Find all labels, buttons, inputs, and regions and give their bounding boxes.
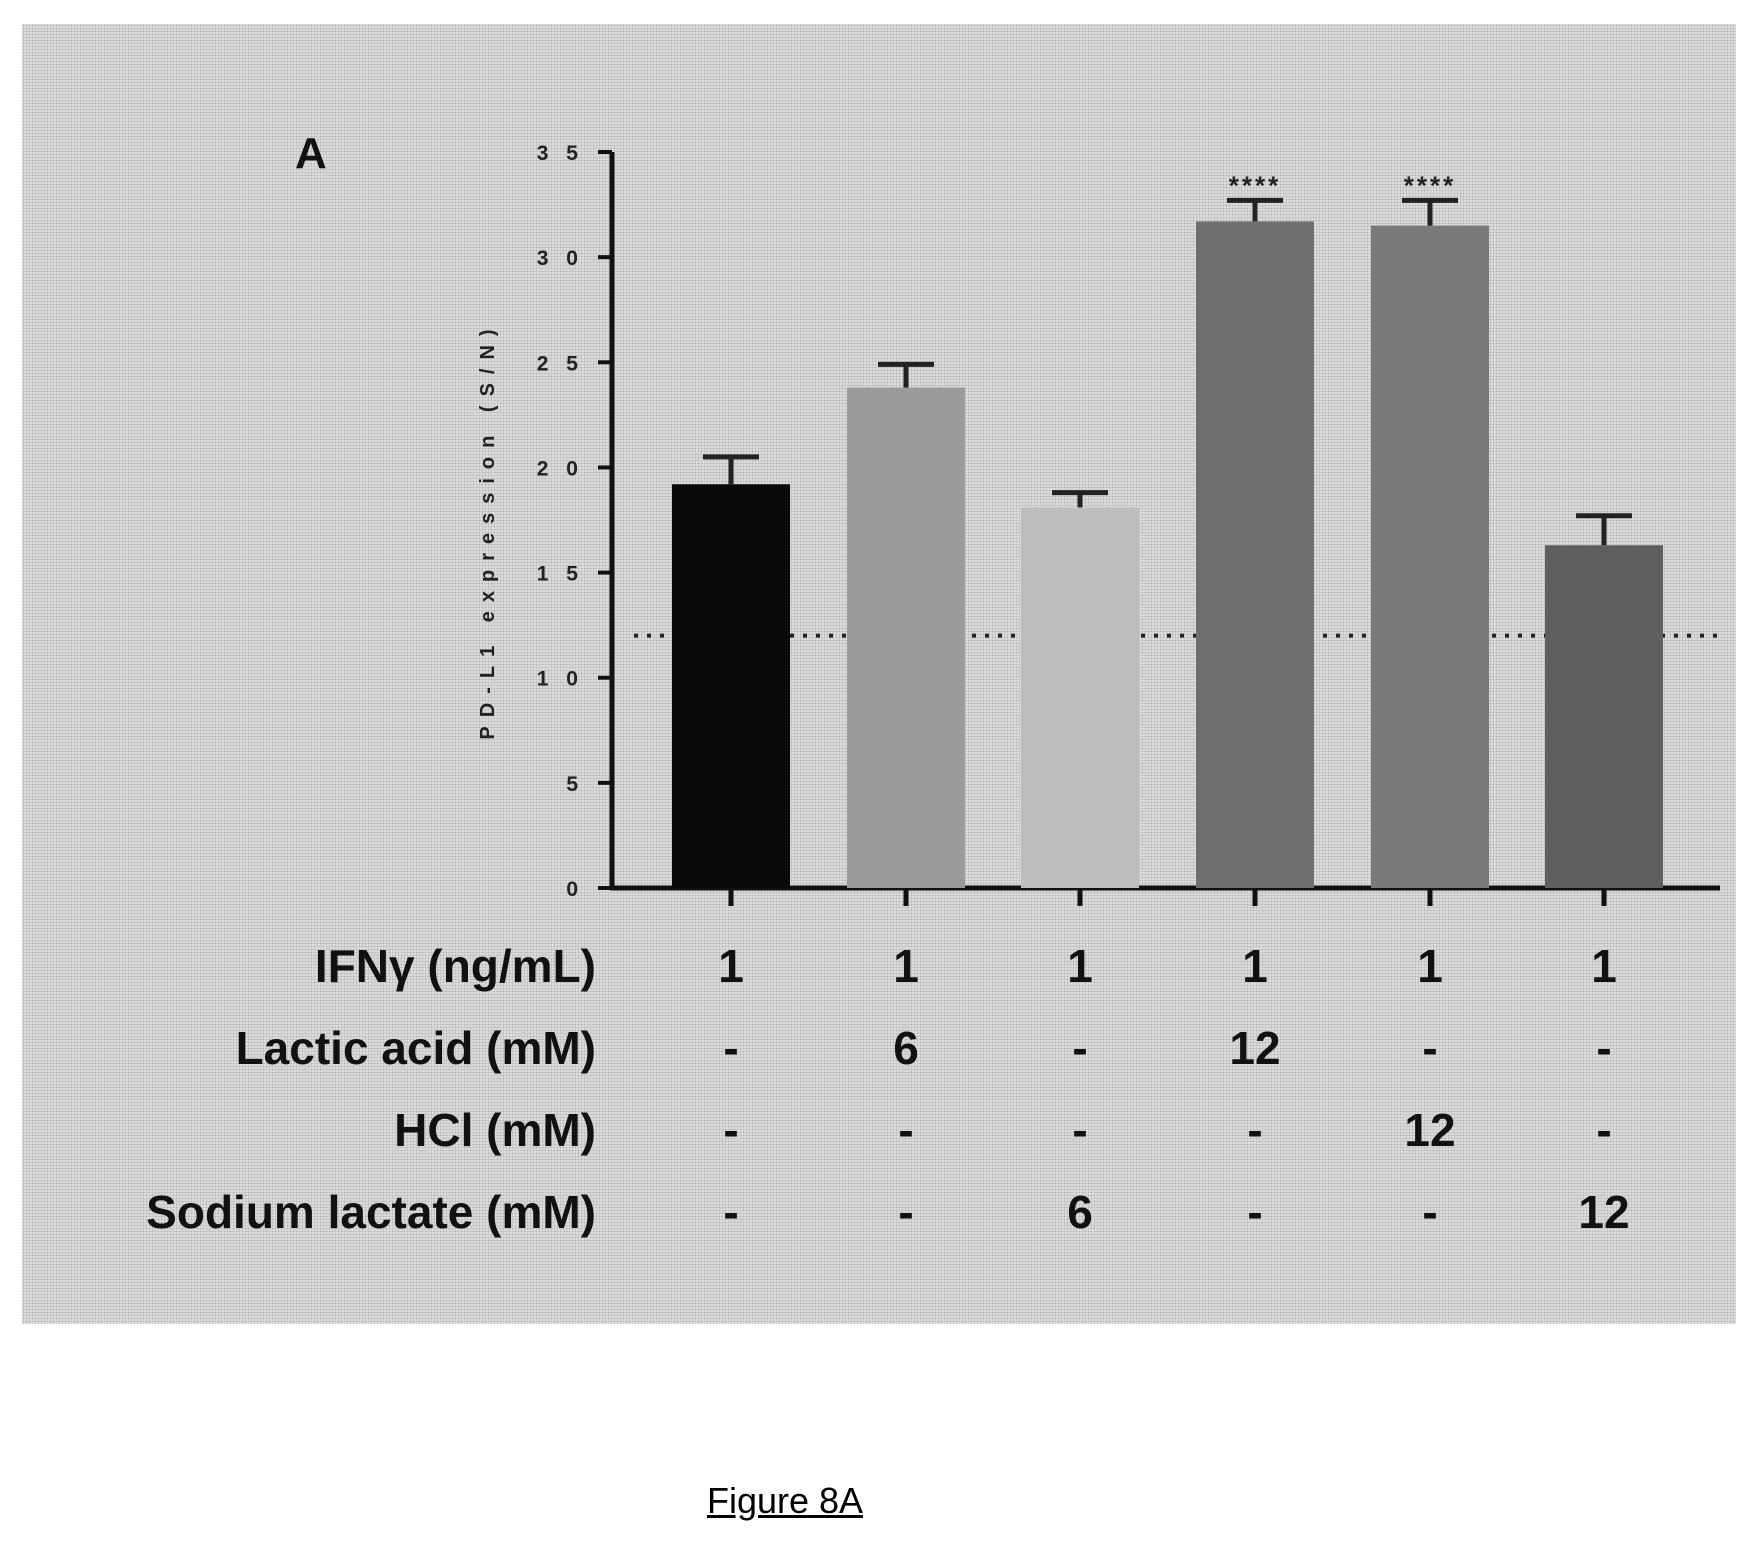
condition-label: Lactic acid (mM) (236, 1022, 596, 1074)
condition-value: 1 (718, 940, 744, 992)
condition-value: 6 (1067, 1186, 1093, 1238)
condition-value: 6 (893, 1022, 919, 1074)
bar (1371, 225, 1489, 889)
conditions-table: IFNγ (ng/mL) 1 1 1 1 1 1 Lactic acid (mM) - 6 - 12 -… (146, 940, 1629, 1238)
condition-value: - (1422, 1022, 1437, 1074)
condition-label: HCl (mM) (394, 1104, 596, 1156)
condition-value: - (1247, 1186, 1262, 1238)
condition-value: - (898, 1104, 913, 1156)
y-tick-label: 3 0 (537, 247, 584, 270)
condition-value: 1 (1067, 940, 1093, 992)
condition-value: - (898, 1186, 913, 1238)
condition-value: - (1422, 1186, 1437, 1238)
bar (847, 387, 965, 888)
condition-value: 1 (1242, 940, 1268, 992)
y-tick-label: 0 (566, 878, 584, 901)
bar (1196, 221, 1314, 888)
y-tick-label: 5 (566, 773, 584, 796)
y-axis-title: PD-L1 expression (S/N) (477, 320, 499, 739)
figure-caption: Figure 8A (706, 1480, 864, 1521)
condition-value: 12 (1404, 1104, 1455, 1156)
y-tick-label: 1 0 (537, 668, 584, 691)
y-tick-label: 1 5 (537, 563, 584, 586)
significance-mark: **** (1229, 170, 1281, 200)
y-tick-label: 2 0 (537, 457, 584, 480)
condition-value: - (723, 1022, 738, 1074)
condition-label: Sodium lactate (mM) (146, 1186, 596, 1238)
condition-value: - (1072, 1104, 1087, 1156)
condition-value: 1 (893, 940, 919, 992)
bar (1545, 545, 1663, 888)
condition-value: - (723, 1186, 738, 1238)
condition-value: 1 (1591, 940, 1617, 992)
condition-value: - (1072, 1022, 1087, 1074)
axes-layer: 0 5 1 0 1 5 2 0 2 5 3 0 3 5 (537, 142, 1720, 901)
panel-letter: A (295, 129, 327, 178)
condition-value: - (1596, 1104, 1611, 1156)
y-tick-label: 3 5 (537, 142, 584, 165)
condition-value: 1 (1417, 940, 1443, 992)
significance-mark: **** (1404, 170, 1456, 200)
condition-value: 12 (1578, 1186, 1629, 1238)
condition-value: 12 (1229, 1022, 1280, 1074)
bar (1021, 507, 1139, 888)
bar (672, 484, 790, 888)
condition-value: - (1247, 1104, 1262, 1156)
condition-value: - (723, 1104, 738, 1156)
bars-layer: **** **** (672, 170, 1663, 906)
condition-label: IFNγ (ng/mL) (315, 940, 596, 992)
y-tick-label: 2 5 (537, 352, 584, 375)
condition-value: - (1596, 1022, 1611, 1074)
